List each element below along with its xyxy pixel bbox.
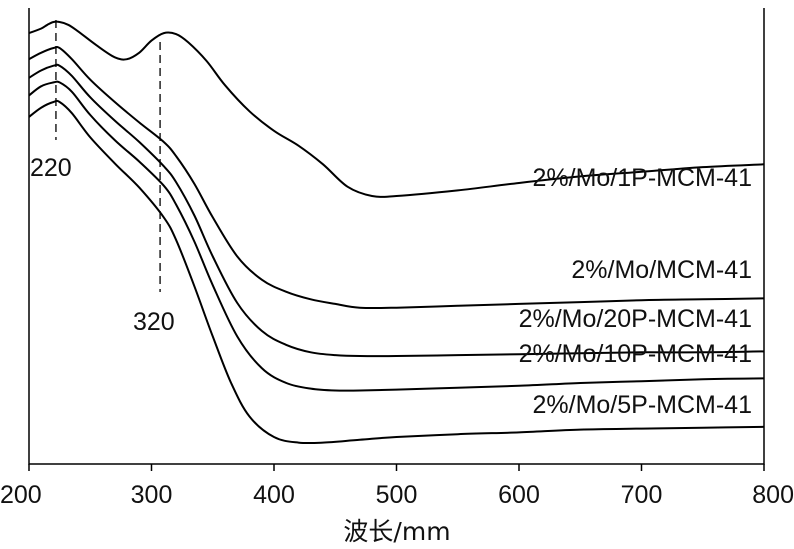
series-line-2-mo-mcm-41 [28, 45, 765, 310]
series-line-2-mo-20p-mcm-41 [28, 63, 765, 358]
series-label-2-mo-10p-mcm-41: 2%/Mo/10P-MCM-41 [519, 340, 752, 368]
axes-layer: 200 300 400 500 600 700 800 [0, 8, 794, 509]
series-line-2-mo-10p-mcm-41 [28, 80, 765, 392]
x-tick-label: 200 [0, 481, 42, 509]
series-layer [28, 20, 765, 445]
x-tick-label: 500 [376, 481, 418, 509]
series-label-2-mo-mcm-41: 2%/Mo/MCM-41 [571, 256, 752, 284]
series-label-2-mo-1p-mcm-41: 2%/Mo/1P-MCM-41 [533, 164, 753, 192]
x-tick-label: 700 [621, 481, 663, 509]
series-label-2-mo-5p-mcm-41: 2%/Mo/5P-MCM-41 [533, 391, 753, 419]
x-tick-label: 300 [131, 481, 173, 509]
peak-label-320: 320 [133, 308, 175, 336]
x-tick-label: 800 [752, 481, 794, 509]
series-line-2-mo-1p-mcm-41 [28, 20, 765, 198]
series-label-layer: 2%/Mo/1P-MCM-41 2%/Mo/MCM-41 2%/Mo/20P-MCM… [519, 164, 752, 419]
peak-marker-layer: 220 320 [30, 20, 175, 336]
x-tick-label: 600 [498, 481, 540, 509]
x-axis-title: 波长/mm [343, 517, 450, 546]
series-line-2-mo-5p-mcm-41 [28, 99, 765, 445]
x-tick-label: 400 [253, 481, 295, 509]
peak-label-220: 220 [30, 154, 72, 182]
series-label-2-mo-20p-mcm-41: 2%/Mo/20P-MCM-41 [519, 305, 752, 333]
